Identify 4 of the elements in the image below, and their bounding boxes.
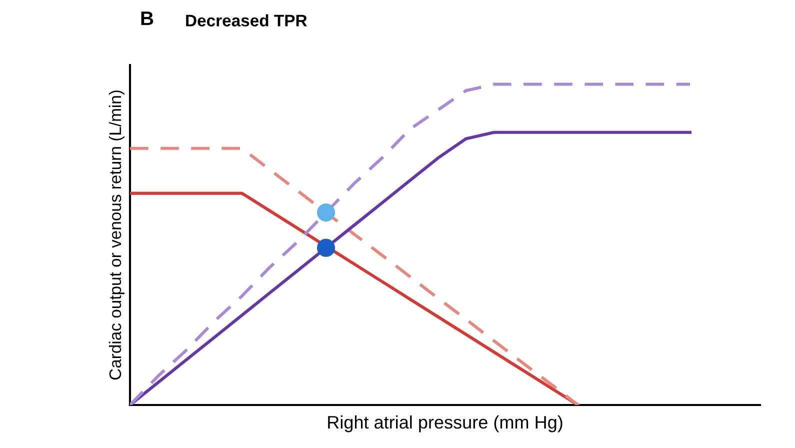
text: B xyxy=(141,12,154,26)
y-axis-title: Cardiac output or venous return (L/min) xyxy=(108,90,124,380)
chart-title: Decreased TPR xyxy=(186,14,307,26)
x-axis-title: Right atrial pressure (mm Hg) xyxy=(328,415,562,432)
